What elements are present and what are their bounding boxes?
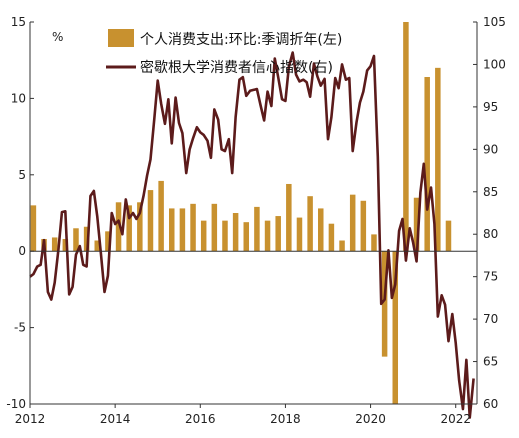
legend-bar-label: 个人消费支出:环比:季调折年(左) [140, 32, 342, 48]
right-tick-label: 90 [483, 142, 498, 156]
x-axis-ticks: 2012 2014 2016 2018 2020 2022 [15, 404, 471, 426]
bar [275, 216, 281, 252]
bar [403, 22, 409, 252]
bar [169, 208, 175, 252]
bar [435, 67, 441, 252]
bar [413, 197, 420, 252]
right-tick-label: 65 [483, 355, 498, 369]
left-tick-label: -5 [14, 321, 26, 335]
right-tick-label: 70 [483, 312, 498, 326]
bar [371, 234, 377, 252]
bar [51, 237, 58, 252]
x-tick-label: 2022 [440, 412, 471, 426]
bar [254, 206, 260, 252]
left-tick-label: 10 [11, 91, 26, 105]
bar [381, 251, 388, 357]
bar [147, 190, 154, 252]
bar [94, 240, 101, 252]
bar [318, 208, 324, 252]
legend-bar-swatch [108, 29, 134, 47]
left-tick-label: 15 [11, 15, 26, 29]
bar [83, 226, 90, 252]
x-tick-label: 2018 [270, 412, 301, 426]
bar [360, 200, 367, 252]
bar-series [30, 22, 452, 404]
left-tick-label: 0 [18, 244, 26, 258]
bar [105, 231, 111, 252]
left-tick-label: -10 [6, 397, 26, 411]
right-tick-label: 60 [483, 397, 498, 411]
left-axis-ticks: -10 -5 0 5 10 15 [6, 15, 34, 411]
bar [232, 213, 239, 252]
bar [349, 194, 356, 252]
bar [126, 205, 132, 252]
bar [307, 196, 313, 252]
bar [424, 77, 430, 252]
x-tick-label: 2016 [185, 412, 216, 426]
bar [158, 180, 164, 252]
bar [392, 251, 399, 404]
bar [115, 202, 122, 252]
bar [190, 203, 196, 252]
right-axis-ticks: 60 65 70 75 80 85 90 95 100 105 [473, 15, 506, 411]
bar [200, 220, 207, 252]
bar [62, 238, 69, 252]
bar [286, 183, 292, 252]
bar [328, 223, 335, 252]
right-tick-label: 80 [483, 227, 498, 241]
axes [29, 22, 478, 405]
bar [137, 202, 143, 252]
legend: 个人消费支出:环比:季调折年(左) 密歇根大学消费者信心指数(右) [106, 29, 342, 76]
bar [179, 208, 186, 252]
right-tick-label: 95 [483, 100, 498, 114]
legend-line-label: 密歇根大学消费者信心指数(右) [140, 59, 333, 76]
x-tick-label: 2020 [355, 412, 386, 426]
bar [339, 240, 345, 252]
bar [211, 203, 218, 252]
left-axis-unit: % [52, 30, 63, 44]
right-tick-label: 85 [483, 185, 498, 199]
right-tick-label: 105 [483, 15, 506, 29]
bar [30, 205, 37, 252]
right-tick-label: 100 [483, 57, 506, 71]
bar [73, 228, 79, 252]
bar [222, 220, 228, 252]
confidence-index-line [29, 51, 475, 419]
bar [445, 220, 452, 252]
left-tick-label: 5 [18, 168, 26, 182]
line-series [29, 51, 475, 419]
x-tick-label: 2012 [15, 412, 46, 426]
right-tick-label: 75 [483, 270, 498, 284]
bar [296, 217, 303, 252]
bar [264, 220, 271, 252]
x-tick-label: 2014 [100, 412, 131, 426]
bar [243, 222, 250, 252]
